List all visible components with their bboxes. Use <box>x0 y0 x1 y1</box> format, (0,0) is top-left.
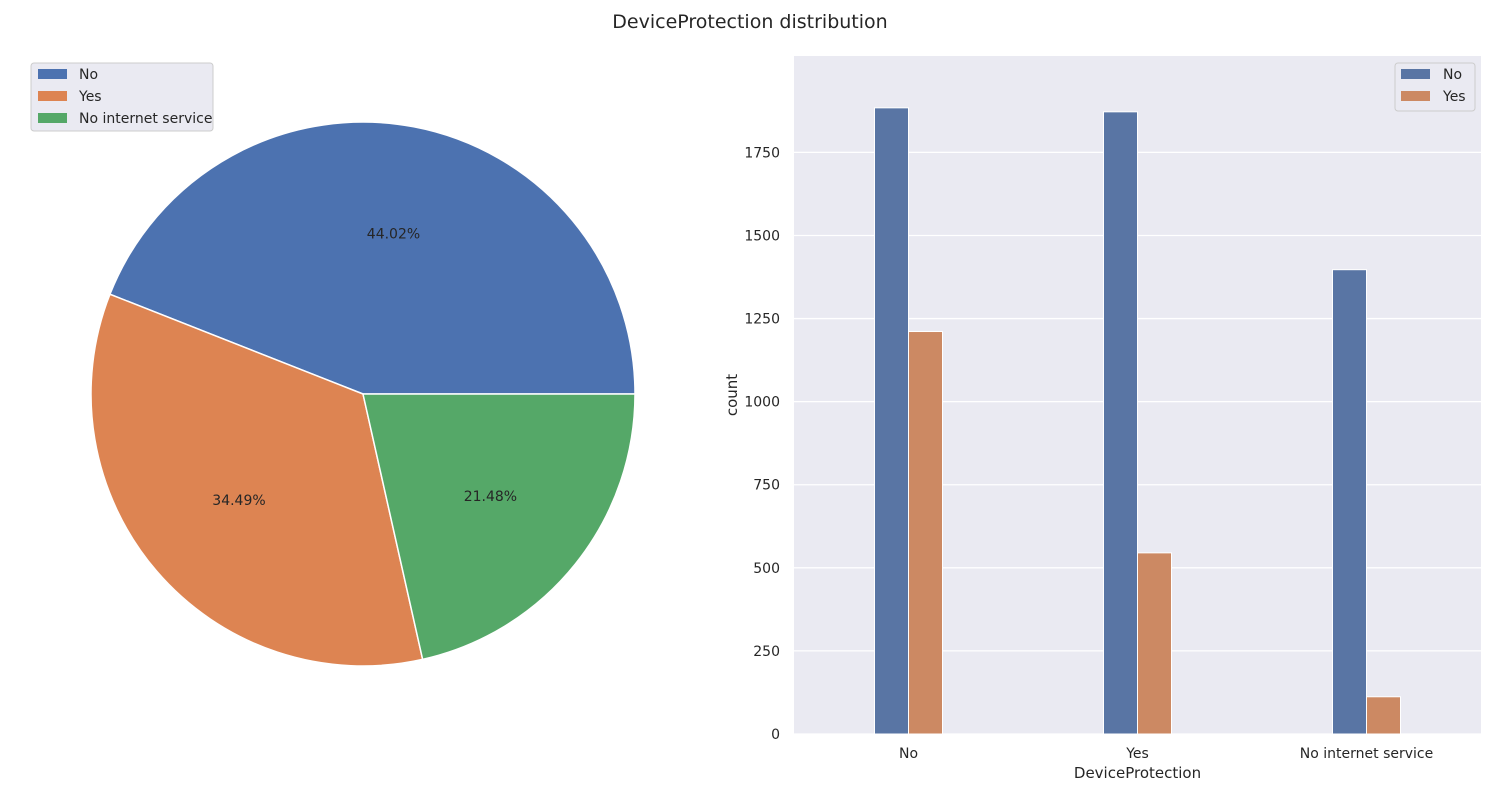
y-tick-label: 1000 <box>744 395 780 411</box>
pie-slice-label: 21.48% <box>464 489 517 505</box>
bar-legend-label: No <box>1443 67 1462 83</box>
pie-slice-label: 34.49% <box>212 493 265 509</box>
bar-legend-swatch-no <box>1401 69 1430 79</box>
bar-yes-yes <box>1137 552 1172 735</box>
y-tick-label: 0 <box>771 727 780 743</box>
pie-legend-label: No <box>79 67 98 83</box>
y-axis-label: count <box>723 374 741 416</box>
y-tick-label: 500 <box>753 561 780 577</box>
bar-no-no <box>874 107 909 735</box>
y-tick-label: 750 <box>753 478 780 494</box>
pie-slice-no-internet-service <box>362 393 636 661</box>
pie-legend-swatch-no-internet-service <box>38 113 67 123</box>
bar-legend-swatch-yes <box>1401 91 1430 101</box>
pie-legend-swatch-yes <box>38 91 67 101</box>
y-tick-label: 1500 <box>744 228 780 244</box>
figure-title: DeviceProtection distribution <box>612 11 888 33</box>
bar-chart: 0 250 500 750 1000 1250 1500 1750 No Yes No intern… <box>723 56 1481 782</box>
bar-no-internet-service-no <box>1332 269 1367 735</box>
pie-legend-label: No internet service <box>79 111 212 127</box>
pie-slice-label: 44.02% <box>367 227 420 243</box>
bar-legend-label: Yes <box>1442 89 1466 105</box>
bar-yes-no <box>1103 111 1138 735</box>
x-tick-label: No <box>899 746 918 762</box>
pie-legend-box <box>30 62 214 132</box>
pie-legend-swatch-no <box>38 69 67 79</box>
pie-legend: No Yes No internet service <box>30 62 214 132</box>
pie-slice-yes <box>90 293 424 667</box>
pie-chart: 44.02% 34.49% 21.48% <box>90 121 636 667</box>
bar-no-internet-service-yes <box>1366 696 1401 735</box>
pie-slice-no <box>108 121 636 395</box>
x-tick-label: No internet service <box>1300 746 1433 762</box>
x-axis-label: DeviceProtection <box>1074 764 1201 782</box>
x-tick-label: Yes <box>1125 746 1149 762</box>
y-tick-label: 250 <box>753 644 780 660</box>
bar-no-yes <box>908 331 943 735</box>
y-tick-label: 1750 <box>744 145 780 161</box>
pie-legend-label: Yes <box>78 89 102 105</box>
y-tick-label: 1250 <box>744 312 780 328</box>
